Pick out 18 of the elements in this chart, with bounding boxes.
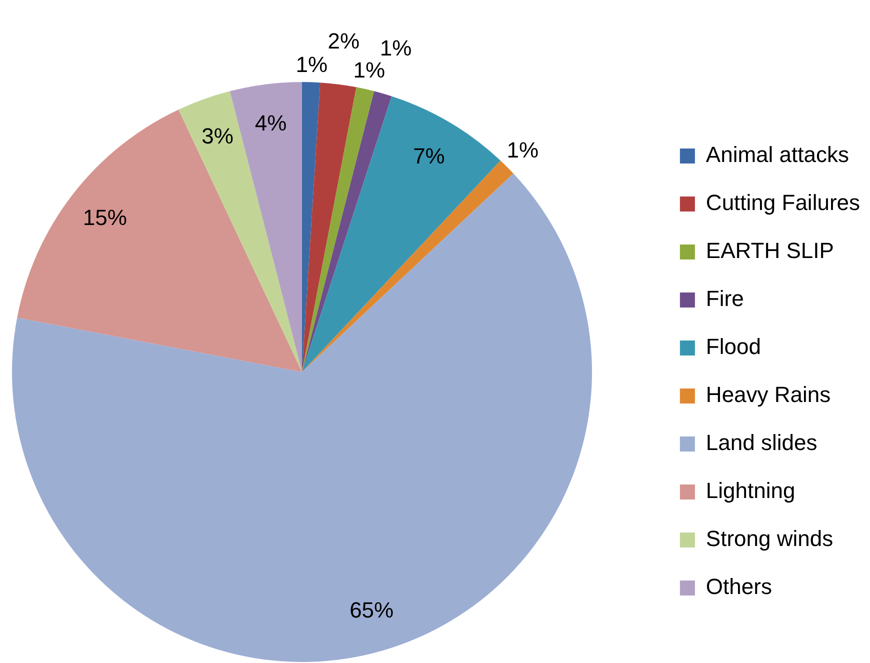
legend-label: Land slides <box>706 430 818 456</box>
data-label: 2% <box>328 28 360 54</box>
legend-label: Lightning <box>706 478 796 504</box>
legend-label: Flood <box>706 334 761 360</box>
data-label: 65% <box>350 598 394 623</box>
legend-label: Fire <box>706 286 744 312</box>
legend-label: Cutting Failures <box>706 190 860 216</box>
legend-label: EARTH SLIP <box>706 238 834 264</box>
data-label: 1% <box>296 52 328 78</box>
data-label: 1% <box>506 137 539 162</box>
legend-label: Strong winds <box>706 526 834 552</box>
legend-label: Others <box>706 574 772 600</box>
data-label: 3% <box>202 123 234 148</box>
legend-label: Heavy Rains <box>706 382 831 408</box>
legend-label: Animal attacks <box>706 142 849 168</box>
data-label: 15% <box>82 205 127 230</box>
data-label: 7% <box>413 143 445 168</box>
data-label: 4% <box>254 110 287 136</box>
